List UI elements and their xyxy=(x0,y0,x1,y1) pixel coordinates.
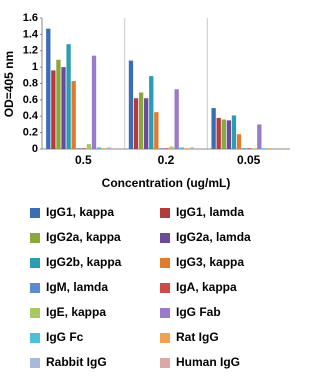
bar xyxy=(247,148,252,149)
legend-label: Rabbit IgG xyxy=(46,355,107,369)
legend-swatch xyxy=(160,358,170,368)
bar xyxy=(164,148,169,149)
bar xyxy=(107,147,112,149)
bar xyxy=(194,148,200,149)
y-axis-label: OD=405 nm xyxy=(2,51,16,117)
bar xyxy=(51,70,56,149)
legend-label: IgG Fc xyxy=(46,330,84,344)
x-axis-label: Concentration (ug/mL) xyxy=(102,176,231,190)
bar xyxy=(66,44,71,150)
x-tick-label: 0.05 xyxy=(237,153,261,167)
bar xyxy=(277,148,282,149)
bar xyxy=(76,148,81,149)
legend-label: IgG3, kappa xyxy=(176,255,244,269)
bar xyxy=(272,148,277,149)
legend-label: IgA, kappa xyxy=(176,280,237,294)
legend-swatch xyxy=(160,233,170,243)
legend-label: IgE, kappa xyxy=(46,305,106,319)
bar xyxy=(236,134,242,149)
bar xyxy=(226,120,232,149)
bar xyxy=(159,148,164,149)
bar xyxy=(241,148,247,149)
legend-swatch xyxy=(160,308,170,318)
legend-label: IgM, lamda xyxy=(46,280,108,294)
legend-swatch xyxy=(30,358,40,368)
bar xyxy=(184,148,189,149)
legend-swatch xyxy=(160,258,170,268)
y-tick-label: 1 xyxy=(32,61,38,73)
bar xyxy=(56,59,61,149)
legend-swatch xyxy=(160,283,170,293)
bar xyxy=(138,92,144,149)
bar xyxy=(267,148,272,149)
bar xyxy=(96,147,102,149)
bar xyxy=(174,89,179,149)
legend-label: IgG2a, lamda xyxy=(176,230,251,244)
bar xyxy=(71,81,76,149)
bar xyxy=(216,117,221,149)
bar xyxy=(144,98,149,149)
bar xyxy=(257,124,262,149)
legend-swatch xyxy=(30,233,40,243)
bar xyxy=(112,148,117,149)
y-tick-label: 0.6 xyxy=(23,94,38,106)
bar xyxy=(149,76,154,149)
y-tick-label: 1.6 xyxy=(23,12,38,24)
bar xyxy=(91,55,97,149)
bar xyxy=(86,144,92,149)
legend-swatch xyxy=(30,208,40,218)
legend-label: Rat IgG xyxy=(176,330,219,344)
legend-swatch xyxy=(160,333,170,343)
bar xyxy=(154,112,159,149)
legend-label: IgG Fab xyxy=(176,305,221,319)
legend-label: Human IgG xyxy=(176,355,240,369)
bar xyxy=(189,147,195,149)
bar xyxy=(231,115,237,149)
y-tick-label: 0.2 xyxy=(23,127,38,139)
y-tick-label: 1.4 xyxy=(23,28,39,40)
legend-swatch xyxy=(30,333,40,343)
bar xyxy=(128,60,134,150)
bar xyxy=(211,108,216,149)
x-tick-label: 0.2 xyxy=(158,153,175,167)
y-tick-label: 0.8 xyxy=(23,77,38,89)
y-tick-label: 0 xyxy=(32,143,38,155)
legend-label: IgG2b, kappa xyxy=(46,255,122,269)
bar xyxy=(179,147,184,149)
legend-label: IgG1, kappa xyxy=(46,205,114,219)
bar xyxy=(221,119,226,149)
bar xyxy=(101,148,107,149)
legend-swatch xyxy=(30,258,40,268)
x-tick-label: 0.5 xyxy=(75,153,92,167)
bar xyxy=(252,148,257,149)
y-tick-label: 0.4 xyxy=(23,110,39,122)
legend-swatch xyxy=(30,308,40,318)
bar xyxy=(81,148,86,149)
legend-swatch xyxy=(30,283,40,293)
y-tick-label: 1.2 xyxy=(23,45,38,57)
legend-swatch xyxy=(160,208,170,218)
bar xyxy=(262,148,267,149)
legend-label: IgG2a, kappa xyxy=(46,230,121,244)
bar xyxy=(169,146,174,149)
chart: OD=405 nm Concentration (ug/mL) 0 0.2 0.4 0… xyxy=(2,12,290,369)
bar xyxy=(46,28,51,149)
legend-label: IgG1, lamda xyxy=(176,205,244,219)
bar xyxy=(61,67,66,149)
bar xyxy=(133,98,139,149)
